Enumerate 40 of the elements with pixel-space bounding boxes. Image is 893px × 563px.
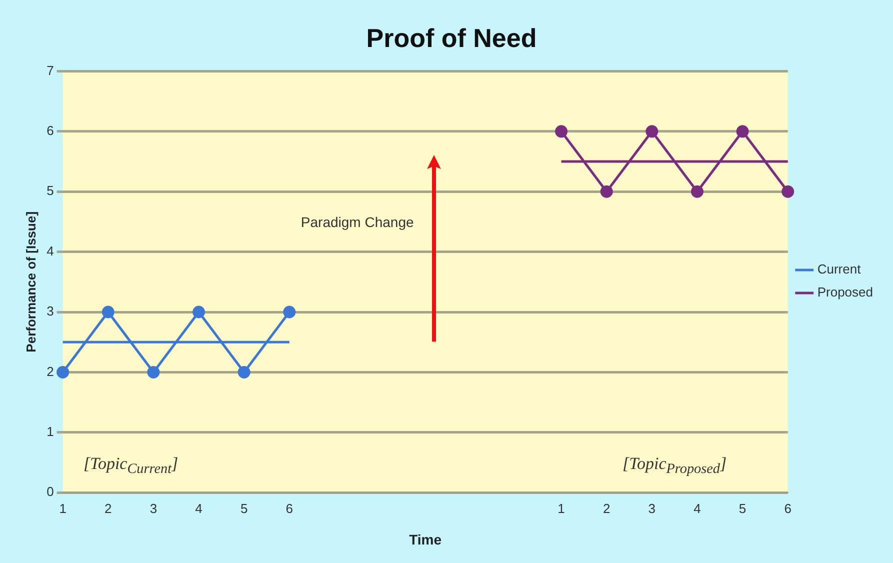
y-tick-label: 1 xyxy=(46,424,54,439)
annotation: [Topic$_{Proposed}$] xyxy=(622,453,727,478)
point xyxy=(56,366,70,378)
legend-label: Current xyxy=(817,262,862,277)
y-tick-label: 5 xyxy=(46,183,54,198)
y-tick-label: 0 xyxy=(46,484,54,500)
x-tick-label: 1 xyxy=(59,500,66,516)
x-tick-label: 2 xyxy=(602,500,610,516)
x-tick-label: 1 xyxy=(558,500,565,516)
y-tick-label: 7 xyxy=(46,62,54,78)
y-axis-title: Performance of [Issue] xyxy=(23,211,38,352)
x-tick-label: 3 xyxy=(150,500,158,516)
x-tick-label: 2 xyxy=(104,500,112,516)
y-tick-label: 2 xyxy=(46,364,54,379)
x-axis-title: Time xyxy=(409,531,442,548)
chart-title: Proof of Need xyxy=(366,22,537,53)
x-tick-label: 4 xyxy=(195,500,202,516)
annotation: Paradigm Change xyxy=(300,214,414,230)
point xyxy=(147,366,160,378)
point xyxy=(782,185,794,198)
x-tick-label: 5 xyxy=(738,500,746,516)
point xyxy=(646,125,658,138)
y-tick-label: 4 xyxy=(46,243,54,258)
point xyxy=(238,366,250,378)
x-tick-label: 6 xyxy=(286,500,294,516)
point xyxy=(102,306,114,318)
point xyxy=(283,306,296,318)
annotation: [Topic$_{Current}$] xyxy=(83,453,178,478)
y-tick-label: 3 xyxy=(46,304,54,319)
x-tick-label: 5 xyxy=(240,500,248,516)
point xyxy=(600,185,613,198)
y-tick-label: 6 xyxy=(46,122,54,138)
point xyxy=(555,125,568,138)
x-tick-label: 3 xyxy=(648,500,656,516)
point xyxy=(736,125,749,138)
point xyxy=(690,185,704,198)
legend-label: Proposed xyxy=(817,284,874,300)
x-tick-label: 4 xyxy=(694,500,701,516)
point xyxy=(192,306,206,318)
x-tick-label: 6 xyxy=(784,500,792,516)
